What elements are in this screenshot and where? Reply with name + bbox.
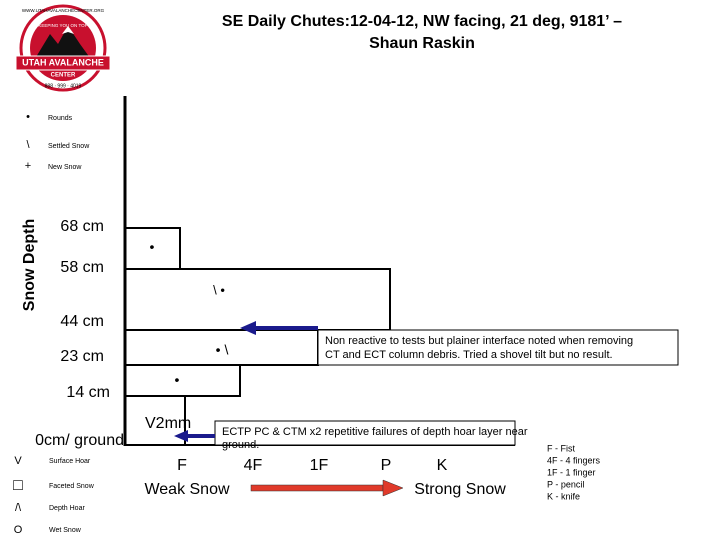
legend-symbol: /\ — [15, 502, 22, 514]
legend-symbol: \ — [26, 139, 30, 151]
hardness-key: 1F - 1 finger — [547, 467, 596, 477]
title-line: Shaun Raskin — [369, 35, 475, 52]
hardness-label: F — [177, 457, 187, 474]
scale-end: Strong Snow — [414, 481, 506, 498]
arrowhead — [240, 321, 256, 335]
legend-label: Rounds — [48, 115, 73, 122]
logo: WWW.UTAHAVALANCHECENTER.ORG KEEPING YOU … — [15, 4, 111, 92]
legend-symbol: O — [14, 524, 23, 536]
depth-label: 0cm/ ground — [35, 432, 124, 449]
hardness-label: K — [437, 457, 448, 474]
annotation-box — [214, 420, 516, 446]
legend-label: Wet Snow — [49, 527, 82, 534]
legend-symbol: + — [25, 160, 31, 172]
legend-label: New Snow — [48, 164, 82, 171]
layer-grains: V2mm — [145, 415, 191, 432]
depth-label: 23 cm — [60, 348, 104, 365]
strength-arrowhead — [382, 479, 404, 497]
scale-end: Weak Snow — [144, 481, 230, 498]
layer-grains: • \ — [216, 342, 229, 358]
legend-symbol: • — [26, 111, 30, 123]
legend-label: Faceted Snow — [49, 483, 95, 490]
legend-label: Settled Snow — [48, 143, 90, 150]
logo-motto: KEEPING YOU ON TOP — [38, 23, 87, 28]
title-line: SE Daily Chutes:12-04-12, NW facing, 21 … — [222, 13, 622, 30]
layer-grains: \ • — [213, 282, 225, 297]
logo-name: UTAH AVALANCHE — [22, 57, 104, 67]
hardness-key: F - Fist — [547, 443, 575, 453]
annotation-text: CT and ECT column debris. Tried a shovel… — [325, 349, 613, 361]
hardness-key: 4F - 4 fingers — [547, 455, 601, 465]
depth-label: 68 cm — [60, 218, 104, 235]
depth-label: 44 cm — [60, 313, 104, 330]
legend-symbol: □ — [13, 477, 23, 494]
arrowhead — [174, 430, 188, 442]
legend-symbol: V — [14, 455, 22, 467]
hardness-label: P — [381, 457, 392, 474]
annotation-text: Non reactive to tests but plainer interf… — [325, 335, 633, 347]
hardness-label: 4F — [244, 457, 263, 474]
hardness-key: P - pencil — [547, 479, 584, 489]
hardness-label: 1F — [310, 457, 329, 474]
logo-phone: 888 · 999 · 4019 — [45, 83, 82, 89]
legend-label: Depth Hoar — [49, 505, 85, 512]
depth-label: 58 cm — [60, 259, 104, 276]
annotation-text: ECTP PC & CTM x2 repetitive failures of … — [222, 426, 528, 438]
logo-url: WWW.UTAHAVALANCHECENTER.ORG — [22, 8, 105, 13]
depth-label: 14 cm — [66, 384, 110, 401]
annotation-box — [317, 329, 679, 366]
legend-label: Surface Hoar — [49, 458, 91, 465]
strength-arrow — [250, 484, 384, 492]
annotation-text: ground. — [222, 439, 259, 451]
layer-grains: • — [175, 372, 180, 388]
hardness-key: K - knife — [547, 491, 580, 501]
logo-center: CENTER — [51, 73, 76, 79]
layer-grains: • — [150, 239, 155, 255]
axis-title: Snow Depth — [21, 219, 38, 311]
